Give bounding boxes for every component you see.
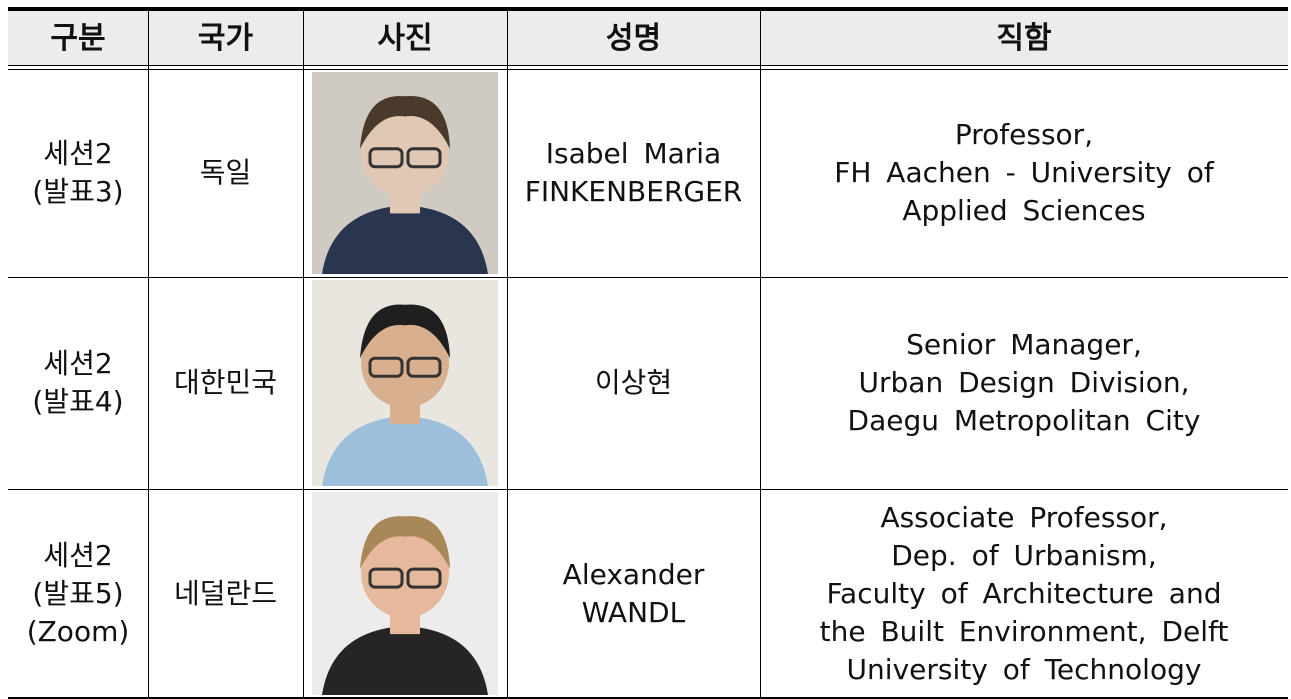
text-line: Alexander (562, 557, 705, 591)
text-line: Isabel Maria (545, 137, 722, 170)
header-cell: 구분 (8, 11, 148, 66)
text-line: Dep. of Urbanism, (891, 538, 1157, 572)
text-line: 이상현 (594, 366, 673, 399)
header-rule (8, 65, 1288, 66)
position-cell: Associate Professor, Dep. of Urbanism, Fac… (760, 490, 1288, 697)
photo (312, 280, 498, 486)
column-rule (760, 11, 761, 697)
photo (312, 72, 498, 274)
text-line: Associate Professor, (880, 500, 1168, 534)
portrait (322, 516, 488, 695)
text-line: Applied Sciences (902, 194, 1146, 227)
text-line: Faculty of Architecture and (826, 576, 1222, 610)
portrait (322, 95, 488, 274)
position-cell: Senior Manager, Urban Design Division, Dae… (760, 278, 1288, 488)
text-line: Daegu Metropolitan City (847, 404, 1201, 437)
section-cell: 세션2 (발표4) (8, 278, 148, 488)
header-cell: 사진 (303, 11, 507, 66)
column-rule (303, 11, 304, 697)
text-line: FINKENBERGER (524, 175, 743, 208)
text-line: Senior Manager, (906, 328, 1142, 361)
header-rule (8, 69, 1288, 70)
text-line: University of Technology (846, 652, 1202, 686)
text-line: 세션2 (43, 137, 113, 170)
portrait (322, 304, 488, 486)
text-line: Professor, (954, 118, 1094, 151)
name-cell: Isabel Maria FINKENBERGER (507, 70, 760, 276)
position-cell: Professor, FH Aachen - University of Appli… (760, 70, 1288, 276)
section-cell: 세션2 (발표3) (8, 70, 148, 276)
text-line: WANDL (581, 595, 686, 629)
header-cell: 직함 (760, 11, 1288, 66)
text-line: (발표4) (32, 385, 124, 418)
country-cell: 네덜란드 (173, 576, 278, 610)
row-rule (8, 277, 1288, 278)
name-cell: 이상현 (507, 278, 760, 488)
photo (312, 492, 498, 695)
text-line: 세션2 (43, 538, 113, 572)
section-cell: 세션2 (발표5) (Zoom) (8, 490, 148, 697)
column-rule (148, 11, 149, 697)
text-line: FH Aachen - University of (834, 156, 1214, 189)
header-cell: 국가 (148, 11, 303, 66)
text-line: 세션2 (43, 347, 113, 380)
text-line: (발표3) (32, 175, 124, 208)
country-cell: 독일 (199, 156, 252, 189)
text-line: (Zoom) (26, 614, 130, 648)
column-rule (507, 11, 508, 697)
text-line: Urban Design Division, (858, 366, 1190, 399)
country-cell: 대한민국 (173, 366, 278, 399)
text-line: (발표5) (32, 576, 124, 610)
header-cell: 성명 (507, 11, 760, 66)
name-cell: Alexander WANDL (507, 490, 760, 697)
text-line: the Built Environment, Delft (819, 614, 1229, 648)
row-rule (8, 489, 1288, 490)
bottom-border (8, 697, 1288, 699)
top-border (8, 7, 1288, 11)
